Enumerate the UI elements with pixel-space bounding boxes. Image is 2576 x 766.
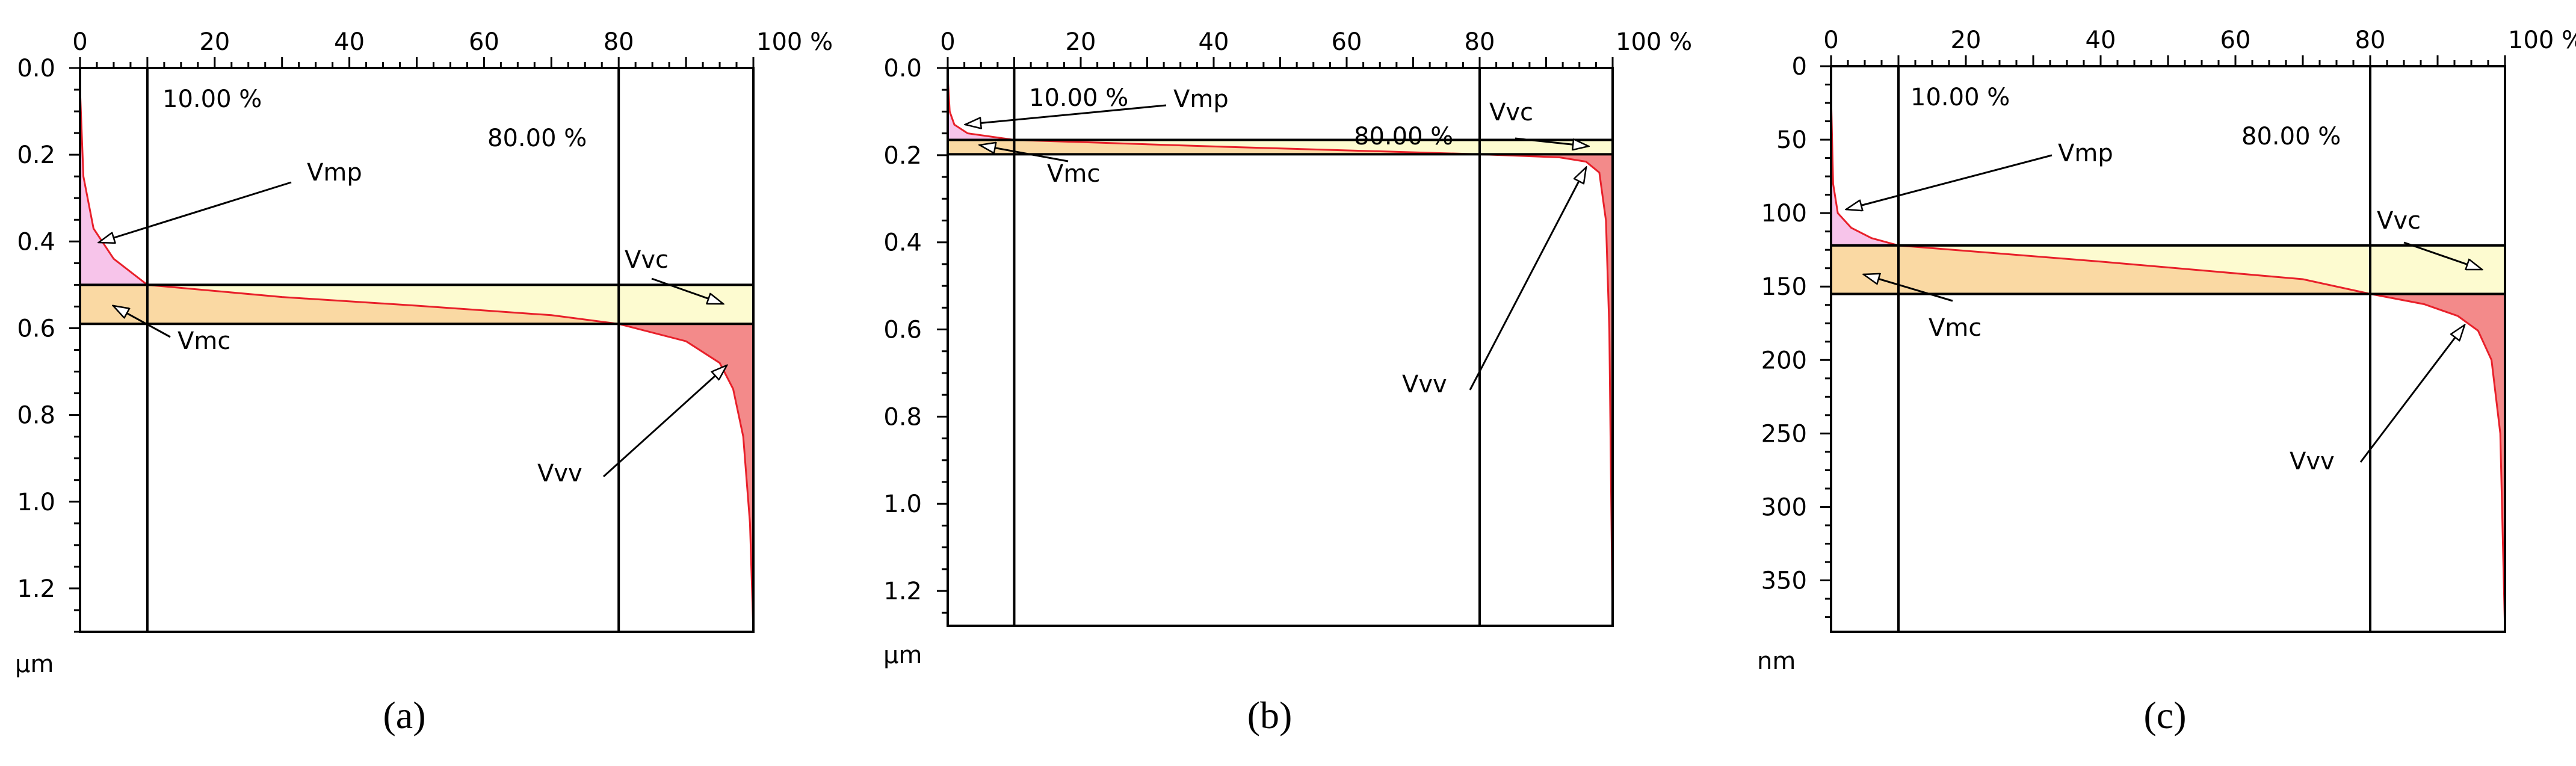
x-unit-label: 100 % — [1616, 28, 1692, 56]
panel-caption: (a) — [383, 694, 425, 737]
vvv-area — [619, 324, 753, 632]
x-tick-label: 20 — [1066, 28, 1096, 56]
y-tick-label: 1.0 — [883, 490, 922, 518]
y-tick-label: 200 — [1761, 347, 1807, 374]
y-tick-label: 0.0 — [17, 55, 55, 82]
y-tick-label: 0 — [1792, 53, 1807, 81]
x-tick-label: 40 — [334, 28, 365, 56]
x-tick-label: 0 — [1823, 26, 1838, 54]
mr1-value-label: 10.00 % — [1029, 84, 1128, 112]
vmp-arrow — [1846, 154, 2052, 209]
x-tick-label: 20 — [1951, 26, 1981, 54]
vmc-arrow — [113, 306, 171, 338]
y-tick-label: 0.6 — [17, 315, 55, 342]
x-tick-label: 20 — [199, 28, 230, 56]
x-tick-label: 0 — [72, 28, 87, 56]
vvv-label: Vvv — [2290, 448, 2335, 475]
vvc-area — [1014, 140, 1613, 155]
y-tick-label: 150 — [1761, 273, 1807, 301]
chart-panel-b: 0 20 40 60 80 100 % 0.0 0.2 0.4 0.6 0.8 1.0 1.2 µm 10.… — [883, 28, 1692, 737]
vvv-arrow — [1469, 167, 1586, 391]
chart-panel-a: 0 20 40 60 80 100 % 0.0 0.2 0.4 0.6 0.8 1.0 1.2 µm 10.… — [15, 28, 833, 737]
y-tick-label: 0.4 — [883, 229, 922, 257]
mr1-value-label: 10.00 % — [1910, 84, 2010, 111]
vvv-area — [2370, 294, 2505, 632]
vvc-arrow — [1515, 137, 1589, 146]
vvv-arrow — [602, 365, 727, 478]
panel-caption: (c) — [2143, 694, 2186, 737]
x-tick-label: 80 — [2355, 26, 2386, 54]
y-tick-label: 50 — [1776, 126, 1807, 154]
x-tick-label: 40 — [1199, 28, 1229, 56]
y-tick-label: 0.6 — [883, 317, 922, 344]
vmc-arrow — [980, 145, 1069, 162]
y-unit-label: µm — [15, 650, 54, 678]
y-tick-label: 350 — [1761, 567, 1807, 595]
y-tick-label: 1.0 — [17, 489, 55, 516]
vmc-label: Vmc — [1047, 160, 1100, 188]
x-tick-label: 0 — [940, 28, 955, 56]
vvc-label: Vvc — [2377, 207, 2421, 235]
vmp-area — [948, 76, 1015, 140]
vvc-arrow — [651, 277, 723, 305]
x-tick-label: 60 — [1332, 28, 1362, 56]
y-tick-label: 0.8 — [17, 402, 55, 430]
x-unit-label: 100 % — [756, 28, 833, 56]
vvc-area — [147, 285, 753, 324]
vmp-arrow — [99, 181, 292, 242]
vmp-label: Vmp — [1173, 85, 1229, 113]
y-tick-label: 0.2 — [17, 141, 55, 169]
vmp-area — [80, 90, 147, 285]
y-tick-label: 0.4 — [17, 228, 55, 256]
panel-caption: (b) — [1247, 694, 1293, 737]
vmp-label: Vmp — [307, 159, 362, 187]
x-tick-label: 80 — [1465, 28, 1495, 56]
vmp-area — [1831, 95, 1898, 246]
x-tick-label: 40 — [2086, 26, 2116, 54]
y-unit-label: µm — [883, 641, 922, 669]
bearing-curve — [947, 76, 1614, 626]
y-tick-label: 300 — [1761, 493, 1807, 521]
mr2-value-label: 80.00 % — [1354, 123, 1453, 150]
mr1-value-label: 10.00 % — [162, 85, 262, 113]
y-unit-label: nm — [1757, 647, 1796, 675]
plot-frame — [1830, 65, 2506, 633]
vvv-area — [1480, 154, 1613, 626]
vvc-arrow — [2403, 241, 2482, 271]
vvv-label: Vvv — [537, 460, 582, 487]
bearing-curve — [1830, 95, 2506, 632]
vvc-label: Vvc — [625, 246, 669, 274]
vmc-label: Vmc — [178, 327, 230, 355]
y-tick-label: 0.0 — [883, 55, 922, 82]
vvc-label: Vvc — [1489, 99, 1533, 126]
y-tick-label: 250 — [1761, 420, 1807, 448]
y-tick-label: 0.8 — [883, 403, 922, 431]
x-tick-label: 80 — [604, 28, 634, 56]
vvv-label: Vvv — [1402, 371, 1447, 398]
mr2-value-label: 80.00 % — [487, 125, 587, 152]
vvv-arrow — [2359, 325, 2465, 463]
vmc-area — [80, 285, 619, 324]
x-tick-label: 60 — [469, 28, 499, 56]
vmc-label: Vmc — [1929, 314, 1981, 342]
vmc-arrow — [1864, 274, 1953, 302]
x-tick-label: 60 — [2220, 26, 2251, 54]
vmp-arrow — [965, 104, 1167, 125]
y-tick-label: 1.2 — [17, 575, 55, 603]
y-tick-label: 1.2 — [883, 578, 922, 605]
mr2-value-label: 80.00 % — [2241, 123, 2341, 150]
y-tick-label: 0.2 — [883, 142, 922, 170]
y-tick-label: 100 — [1761, 200, 1807, 227]
x-unit-label: 100 % — [2508, 26, 2576, 54]
vmc-area — [1831, 245, 2370, 294]
bearing-curve — [79, 89, 755, 632]
vmp-label: Vmp — [2058, 140, 2113, 167]
chart-panel-c: 0 20 40 60 80 100 % 0 50 100 150 200 250 300 350 nm 10.… — [1757, 26, 2576, 737]
